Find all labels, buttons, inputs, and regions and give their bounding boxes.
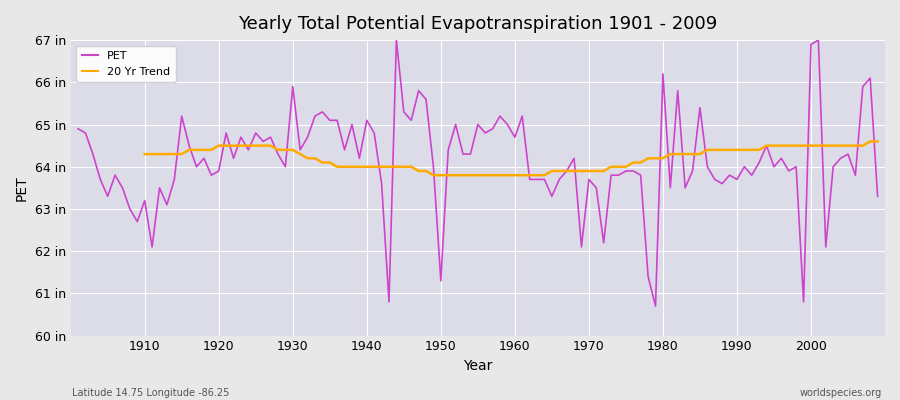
Text: worldspecies.org: worldspecies.org: [800, 388, 882, 398]
Legend: PET, 20 Yr Trend: PET, 20 Yr Trend: [76, 46, 176, 82]
Title: Yearly Total Potential Evapotranspiration 1901 - 2009: Yearly Total Potential Evapotranspiratio…: [238, 15, 717, 33]
Y-axis label: PET: PET: [15, 175, 29, 201]
Text: Latitude 14.75 Longitude -86.25: Latitude 14.75 Longitude -86.25: [72, 388, 230, 398]
X-axis label: Year: Year: [464, 359, 492, 373]
